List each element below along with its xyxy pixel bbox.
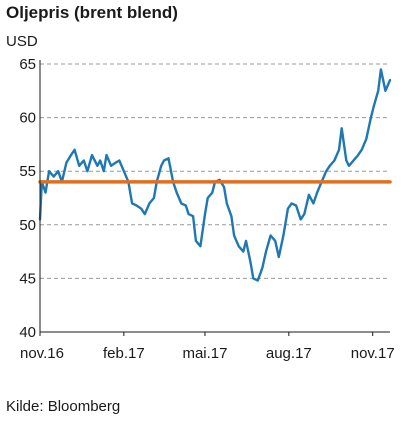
- y-tick-label: 60: [19, 110, 36, 127]
- x-tick-label: mai.17: [182, 345, 227, 362]
- y-tick-label: 55: [19, 163, 36, 180]
- x-tick-label: aug.17: [266, 345, 312, 362]
- x-tick-label: feb.17: [103, 345, 145, 362]
- series-layer: [38, 68, 392, 282]
- y-tick-label: 45: [19, 270, 36, 287]
- y-axis-unit-label: USD: [6, 33, 38, 50]
- chart-title: Oljepris (brent blend): [6, 3, 178, 22]
- y-tick-label: 40: [19, 324, 36, 341]
- source-note: Kilde: Bloomberg: [6, 398, 121, 415]
- y-tick-label: 65: [19, 56, 36, 73]
- x-tick-label: nov.17: [351, 345, 395, 362]
- grid-lines: [40, 63, 390, 333]
- y-tick-labels: 40 45 50 55 60 65: [19, 56, 36, 341]
- y-tick-label: 50: [19, 217, 36, 234]
- x-tick-labels: nov.16 feb.17 mai.17 aug.17 nov.17: [20, 332, 395, 362]
- x-tick-label: nov.16: [20, 345, 64, 362]
- brent-price-line: [38, 68, 392, 282]
